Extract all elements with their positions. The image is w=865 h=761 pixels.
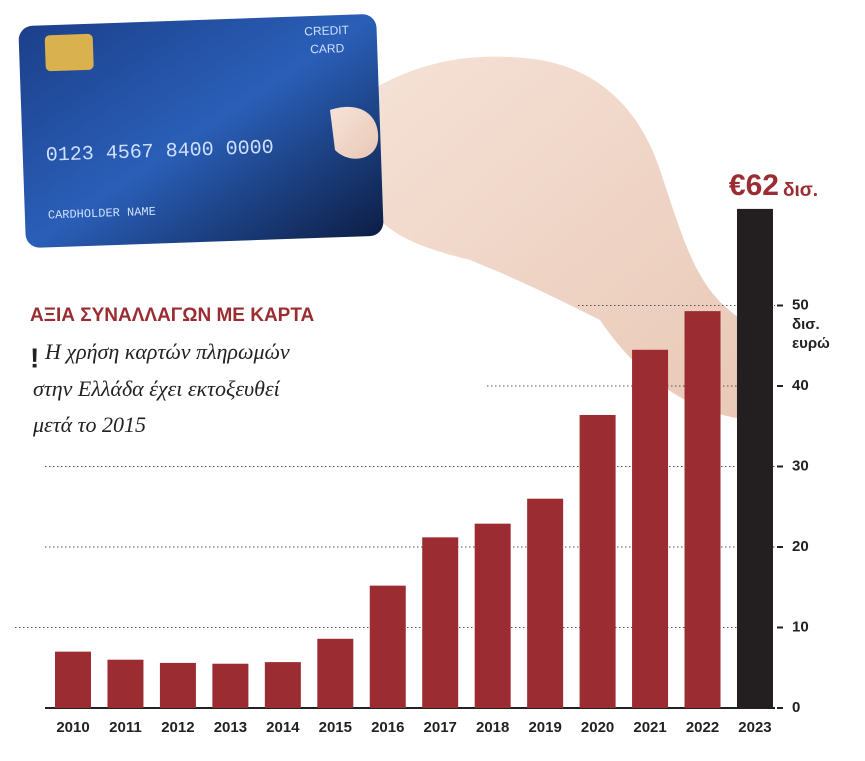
x-tick-label: 2023	[738, 719, 771, 736]
bar	[159, 662, 196, 708]
bar	[212, 663, 249, 708]
subtitle: στην Ελλάδα έχει εκτοξευθεί	[33, 376, 281, 401]
x-tick-label: 2014	[266, 719, 300, 736]
y-tick-label: 10	[792, 618, 809, 635]
thumb	[330, 106, 379, 159]
x-tick-label: 2011	[109, 719, 142, 736]
bar	[474, 523, 511, 708]
x-tick-label: 2010	[56, 719, 89, 736]
x-tick-label: 2020	[581, 719, 614, 736]
bar	[369, 585, 406, 708]
card-text: CARDHOLDER NAME	[48, 205, 156, 223]
bar	[632, 349, 669, 708]
credit-card: CREDIT CARD 0123 4567 8400 0000 CARDHOLD…	[18, 14, 384, 248]
subtitle: μετά το 2015	[32, 412, 146, 437]
x-tick-label: 2021	[633, 719, 666, 736]
y-tick-label: 40	[792, 377, 809, 394]
y-tick-label: 30	[792, 457, 809, 474]
icon: !	[30, 342, 39, 373]
x-tick-label: 2016	[371, 719, 404, 736]
x-tick-label: 2019	[528, 719, 561, 736]
subtitle: Η χρήση καρτών πληρωμών	[44, 339, 290, 364]
x-tick-label: 2018	[476, 719, 509, 736]
bar	[55, 651, 91, 708]
bar	[264, 662, 301, 708]
axis-label: δισ.	[792, 316, 820, 333]
hand	[314, 56, 760, 421]
bar	[579, 414, 616, 708]
value-label-unit: δισ.	[783, 180, 818, 201]
x-tick-label: 2015	[319, 719, 352, 736]
bar	[684, 311, 721, 708]
x-tick-label: 2012	[161, 719, 194, 736]
y-tick-label: 0	[792, 699, 800, 716]
bar	[317, 638, 354, 708]
axis-label: ευρώ	[792, 335, 830, 352]
card-text: CARD	[310, 41, 345, 56]
x-tick-label: 2017	[424, 719, 457, 736]
card-text: CREDIT	[304, 23, 350, 39]
bar	[736, 208, 773, 708]
y-tick-label: 50	[792, 296, 809, 313]
value-label: €62	[729, 169, 779, 202]
y-tick-label: 20	[792, 538, 809, 555]
x-tick-label: 2022	[686, 719, 719, 736]
bar	[527, 498, 564, 708]
bar	[107, 659, 144, 708]
x-tick-label: 2013	[214, 719, 247, 736]
photo: CREDIT CARD 0123 4567 8400 0000 CARDHOLD…	[18, 14, 760, 421]
chart-title: ΑΞΙΑ ΣΥΝΑΛΛΑΓΩΝ ΜΕ ΚΑΡΤΑ	[30, 305, 315, 326]
bar	[422, 537, 459, 708]
